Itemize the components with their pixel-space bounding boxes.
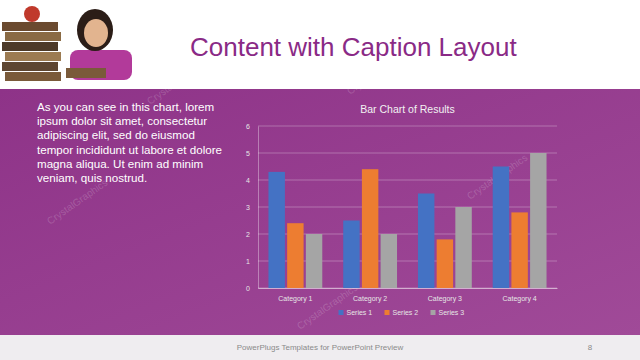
footer-band bbox=[0, 335, 640, 360]
x-axis-line bbox=[259, 288, 558, 289]
grid bbox=[258, 126, 557, 288]
y-tick: 4 bbox=[246, 177, 258, 184]
x-tick-label: Category 2 bbox=[353, 295, 387, 303]
bar bbox=[437, 239, 453, 288]
y-tick-label: 1 bbox=[246, 258, 250, 265]
grid-line bbox=[258, 207, 557, 208]
legend-label: Series 3 bbox=[439, 309, 465, 316]
bar bbox=[306, 234, 322, 288]
y-tick: 5 bbox=[246, 150, 258, 157]
y-tick: 6 bbox=[246, 123, 258, 130]
child-hair bbox=[77, 9, 113, 51]
watermark: CrystalGraphics bbox=[295, 282, 360, 332]
y-tick-label: 3 bbox=[246, 204, 250, 211]
book bbox=[2, 62, 58, 71]
legend-label: Series 1 bbox=[347, 309, 373, 316]
y-tick-label: 4 bbox=[246, 177, 250, 184]
slide-title: Content with Caption Layout bbox=[190, 32, 517, 62]
bars bbox=[268, 153, 546, 288]
bar bbox=[530, 153, 546, 288]
bar bbox=[362, 169, 378, 288]
book bbox=[2, 42, 58, 51]
grid-line bbox=[258, 180, 557, 181]
watermark: CrystalGraphics bbox=[145, 57, 210, 107]
grid-line bbox=[258, 153, 557, 154]
bar bbox=[418, 194, 434, 289]
y-axis: 0 1 2 3 4 5 6 bbox=[246, 123, 258, 292]
book bbox=[5, 72, 61, 81]
bar bbox=[493, 167, 509, 289]
bar bbox=[287, 223, 303, 288]
legend-swatch bbox=[385, 310, 390, 315]
y-tick: 1 bbox=[246, 258, 258, 265]
y-tick: 3 bbox=[246, 204, 258, 211]
y-axis-line bbox=[258, 127, 259, 289]
header-picture bbox=[2, 6, 132, 81]
grid-line bbox=[258, 126, 557, 127]
caption: As you can see in this chart, lorem ipsu… bbox=[37, 100, 227, 185]
book bbox=[5, 52, 61, 61]
x-tick: Category 4 bbox=[503, 288, 537, 303]
bar bbox=[511, 212, 527, 288]
bar bbox=[343, 221, 359, 289]
watermark: CrystalGraphics bbox=[555, 32, 620, 82]
header-band bbox=[0, 0, 640, 89]
legend-swatch bbox=[431, 310, 436, 315]
legend: Series 1 Series 2 Series 3 bbox=[339, 309, 465, 316]
book bbox=[2, 22, 58, 31]
y-tick-label: 0 bbox=[246, 285, 250, 292]
y-tick: 2 bbox=[246, 231, 258, 238]
x-tick-label: Category 1 bbox=[278, 295, 312, 303]
book bbox=[66, 68, 106, 78]
x-tick: Category 3 bbox=[428, 288, 462, 303]
x-tick-label: Category 4 bbox=[503, 295, 537, 303]
book bbox=[5, 32, 61, 41]
bar bbox=[455, 207, 471, 288]
chart-title: Bar Chart of Results bbox=[360, 103, 455, 115]
child-face bbox=[84, 19, 108, 47]
x-tick-label: Category 3 bbox=[428, 295, 462, 303]
x-tick: Category 1 bbox=[278, 288, 312, 303]
y-tick: 0 bbox=[246, 285, 258, 292]
legend-swatch bbox=[339, 310, 344, 315]
content-band bbox=[0, 89, 640, 335]
watermark: CrystalGraphics bbox=[45, 177, 110, 227]
footer: PowerPlugs Templates for PowerPoint Prev… bbox=[237, 343, 404, 352]
bar bbox=[381, 234, 397, 288]
y-tick-label: 5 bbox=[246, 150, 250, 157]
legend-label: Series 2 bbox=[393, 309, 419, 316]
bar bbox=[268, 172, 284, 288]
y-tick-label: 2 bbox=[246, 231, 250, 238]
page-number: 8 bbox=[588, 343, 593, 352]
x-axis: Category 1 Category 2 Category 3 Category 4 bbox=[259, 288, 558, 303]
apple bbox=[24, 6, 40, 22]
x-tick: Category 2 bbox=[353, 288, 387, 303]
y-tick-label: 6 bbox=[246, 123, 250, 130]
